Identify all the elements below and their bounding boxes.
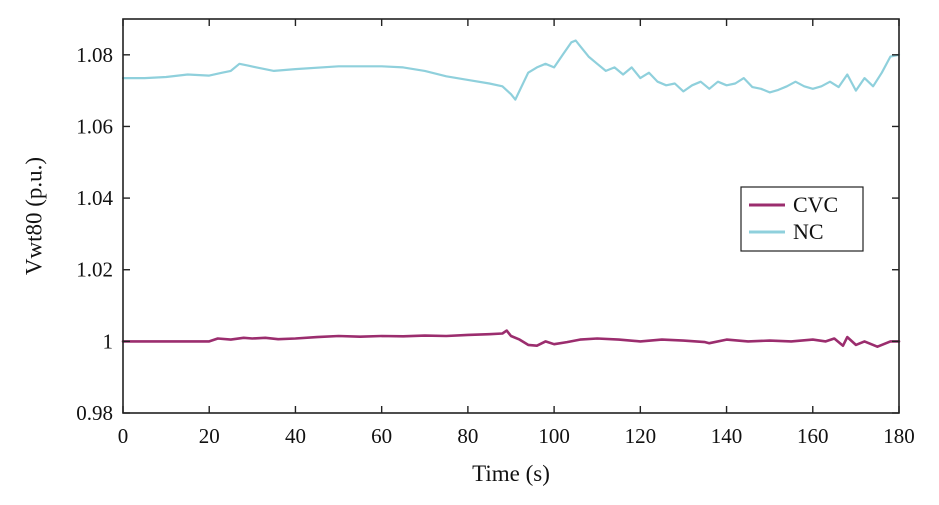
x-tick-label: 40 <box>285 424 306 448</box>
legend-label-cvc: CVC <box>793 192 838 217</box>
plot-frame <box>122 18 900 414</box>
x-axis-label: Time (s) <box>472 461 550 486</box>
x-tick-label: 80 <box>457 424 478 448</box>
y-tick-label: 1.08 <box>76 43 113 67</box>
series-line-cvc <box>121 329 901 348</box>
y-tick-label: 1.04 <box>76 186 113 210</box>
y-axis-label: Vwt80 (p.u.) <box>21 157 46 275</box>
y-tick-label: 1.06 <box>76 114 113 138</box>
y-tick-label: 1 <box>103 329 114 353</box>
x-tick-label: 100 <box>538 424 570 448</box>
series-layer <box>121 39 901 348</box>
x-tick-label: 120 <box>625 424 657 448</box>
x-tick-label: 0 <box>118 424 129 448</box>
y-tick-label: 1.02 <box>76 258 113 282</box>
ticks-layer: 0 20 40 60 80 100 120 140 160 180 0.98 1 1.02 1.04 1.0… <box>76 19 915 448</box>
x-tick-label: 60 <box>371 424 392 448</box>
legend-label-nc: NC <box>793 219 824 244</box>
x-tick-label: 20 <box>199 424 220 448</box>
legend-box <box>740 186 864 252</box>
x-tick-label: 160 <box>797 424 829 448</box>
y-tick-label: 0.98 <box>76 401 113 425</box>
x-tick-label: 140 <box>711 424 743 448</box>
series-line-nc <box>121 39 901 101</box>
x-tick-label: 180 <box>883 424 915 448</box>
